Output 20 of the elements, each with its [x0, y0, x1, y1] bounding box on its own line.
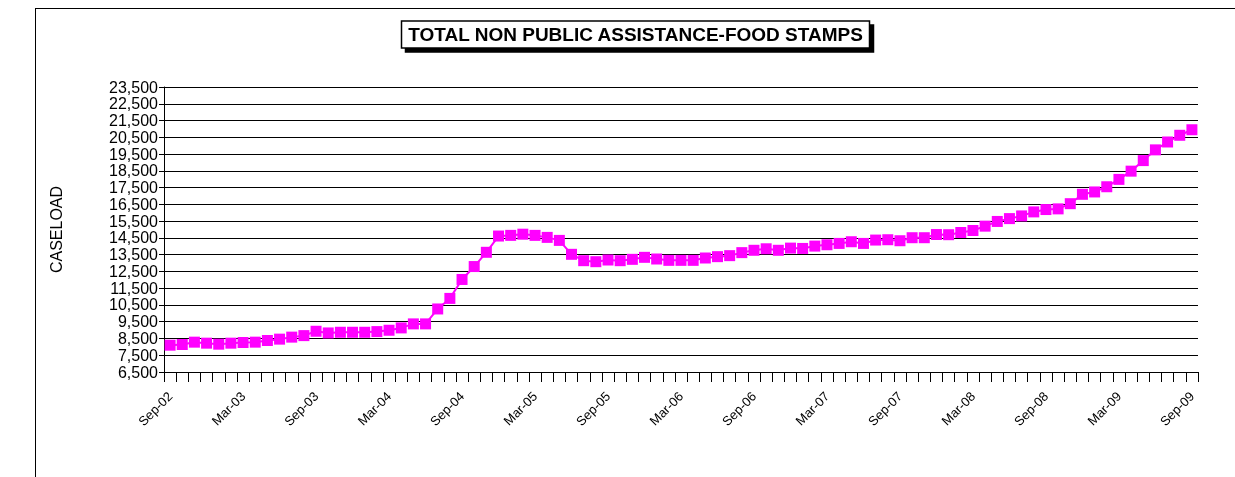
- y-tick-label: 11,500: [110, 279, 159, 297]
- y-tick-label: 22,500: [109, 95, 159, 113]
- y-tick-label: 13,500: [109, 246, 159, 264]
- y-tick-label: 17,500: [109, 179, 159, 197]
- y-tick-label: 9,500: [117, 313, 159, 331]
- y-tick-label: 7,500: [117, 346, 159, 364]
- y-tick-label: 10,500: [109, 296, 159, 314]
- y-tick-label: 20,500: [109, 128, 159, 146]
- y-axis-title: CASELOAD: [47, 185, 65, 274]
- y-tick-label: 19,500: [109, 145, 159, 163]
- y-tick-label: 12,500: [109, 262, 159, 280]
- y-tick-label: 14,500: [109, 229, 159, 247]
- y-tick-label: 15,500: [109, 212, 159, 230]
- y-tick-label: 18,500: [109, 162, 159, 180]
- y-tick-label: 6,500: [117, 363, 159, 381]
- y-tick-label: 8,500: [117, 329, 159, 347]
- y-tick-label: 21,500: [109, 112, 159, 130]
- chart-title: TOTAL NON PUBLIC ASSISTANCE-FOOD STAMPS: [408, 24, 863, 45]
- y-tick-label: 23,500: [109, 78, 159, 96]
- y-tick-label: 16,500: [109, 195, 159, 213]
